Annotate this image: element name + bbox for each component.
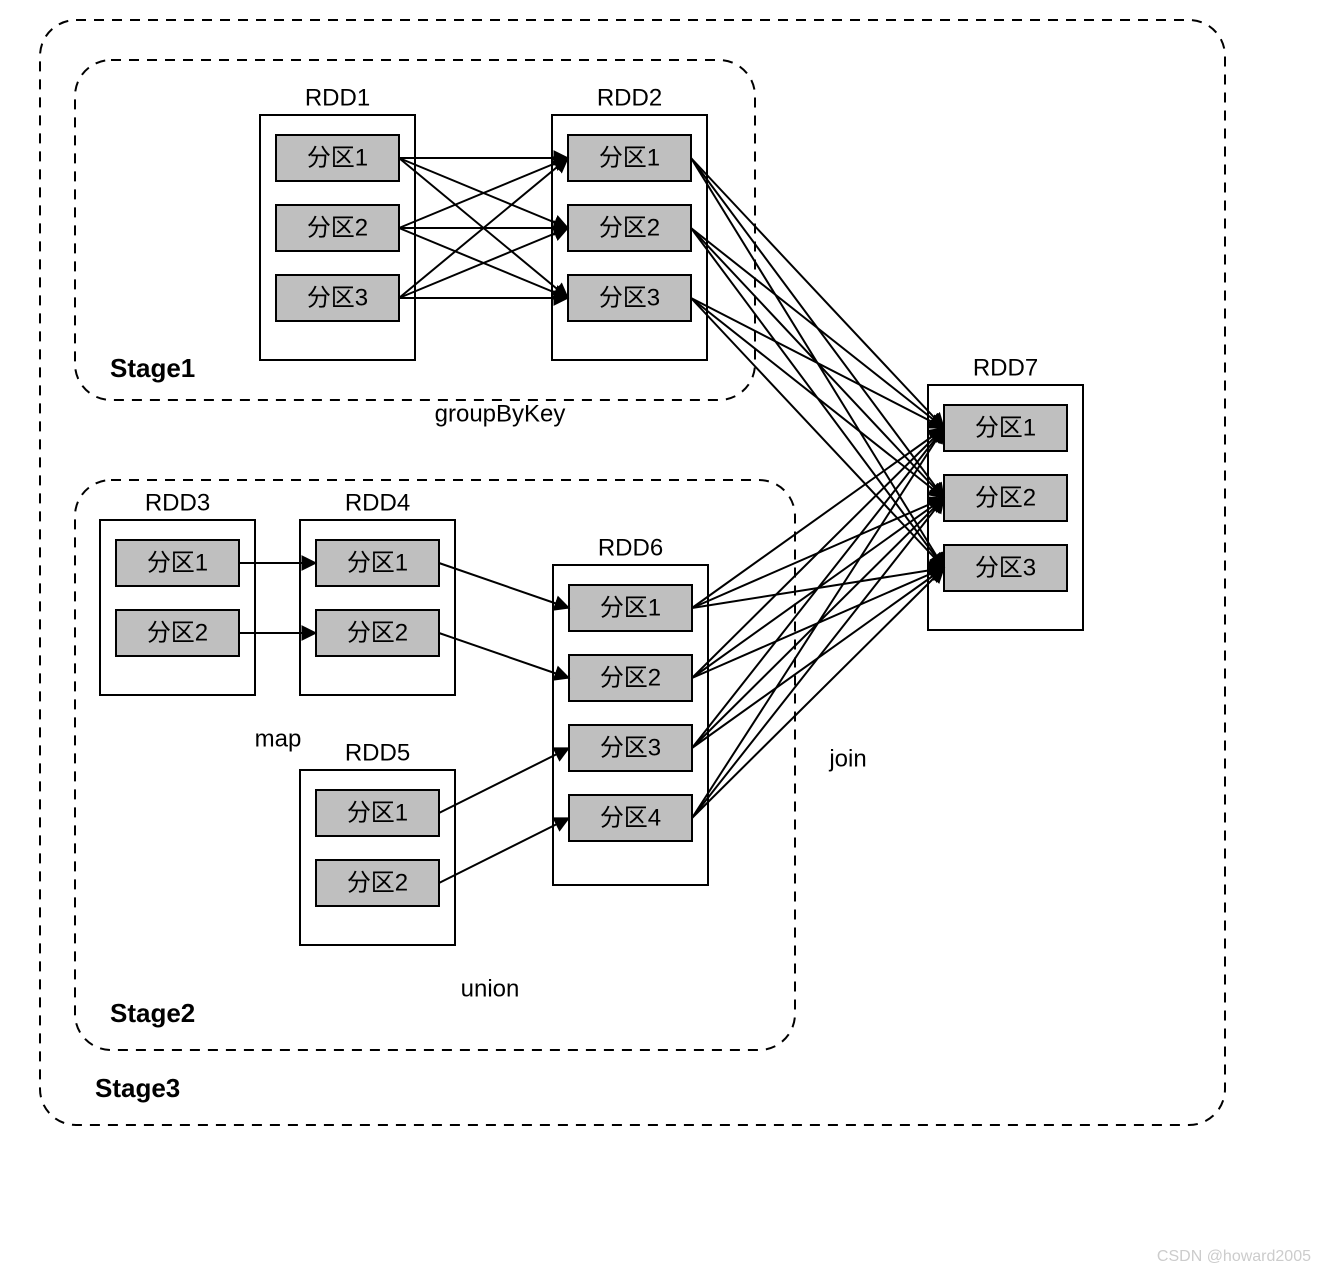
svg-text:分区3: 分区3 bbox=[975, 554, 1036, 581]
edge bbox=[692, 428, 944, 818]
dag-diagram: RDD1 分区1 分区2 分区3 RDD2 分区1 分区2 分区3 RDD3 分区1 分区2 RDD4… bbox=[0, 0, 1341, 1279]
svg-text:分区1: 分区1 bbox=[347, 799, 408, 826]
stage-label-stage2: Stage2 bbox=[110, 998, 195, 1028]
svg-text:分区2: 分区2 bbox=[975, 484, 1036, 511]
svg-text:RDD2: RDD2 bbox=[597, 84, 662, 111]
svg-text:RDD1: RDD1 bbox=[305, 84, 370, 111]
edge bbox=[439, 563, 569, 608]
edge bbox=[691, 298, 944, 428]
op-label-groupByKey: groupByKey bbox=[435, 400, 566, 427]
svg-text:分区2: 分区2 bbox=[347, 869, 408, 896]
edge bbox=[691, 158, 944, 428]
svg-text:分区1: 分区1 bbox=[975, 414, 1036, 441]
watermark: CSDN @howard2005 bbox=[1157, 1248, 1311, 1265]
edge bbox=[692, 428, 944, 748]
edge bbox=[692, 428, 944, 678]
edge bbox=[692, 568, 944, 818]
op-label-join: join bbox=[828, 745, 866, 772]
svg-text:RDD7: RDD7 bbox=[973, 354, 1038, 381]
svg-text:分区2: 分区2 bbox=[600, 664, 661, 691]
svg-text:分区1: 分区1 bbox=[347, 549, 408, 576]
svg-text:分区2: 分区2 bbox=[347, 619, 408, 646]
stage-label-stage3: Stage3 bbox=[95, 1073, 180, 1103]
edge bbox=[439, 633, 569, 678]
svg-text:分区1: 分区1 bbox=[600, 594, 661, 621]
svg-text:分区3: 分区3 bbox=[600, 734, 661, 761]
svg-text:分区2: 分区2 bbox=[307, 214, 368, 241]
svg-text:分区2: 分区2 bbox=[599, 214, 660, 241]
stage-label-stage1: Stage1 bbox=[110, 353, 195, 383]
op-label-union: union bbox=[461, 975, 520, 1002]
edge bbox=[691, 298, 944, 568]
svg-text:RDD4: RDD4 bbox=[345, 489, 410, 516]
svg-text:分区4: 分区4 bbox=[600, 804, 661, 831]
edge bbox=[439, 818, 569, 883]
svg-text:RDD6: RDD6 bbox=[598, 534, 663, 561]
svg-text:分区1: 分区1 bbox=[599, 144, 660, 171]
svg-text:分区1: 分区1 bbox=[147, 549, 208, 576]
edge bbox=[439, 748, 569, 813]
svg-text:分区1: 分区1 bbox=[307, 144, 368, 171]
svg-text:分区3: 分区3 bbox=[599, 284, 660, 311]
svg-text:分区2: 分区2 bbox=[147, 619, 208, 646]
op-label-map: map bbox=[255, 725, 302, 752]
svg-text:RDD3: RDD3 bbox=[145, 489, 210, 516]
edge bbox=[692, 498, 944, 818]
svg-text:分区3: 分区3 bbox=[307, 284, 368, 311]
svg-text:RDD5: RDD5 bbox=[345, 739, 410, 766]
